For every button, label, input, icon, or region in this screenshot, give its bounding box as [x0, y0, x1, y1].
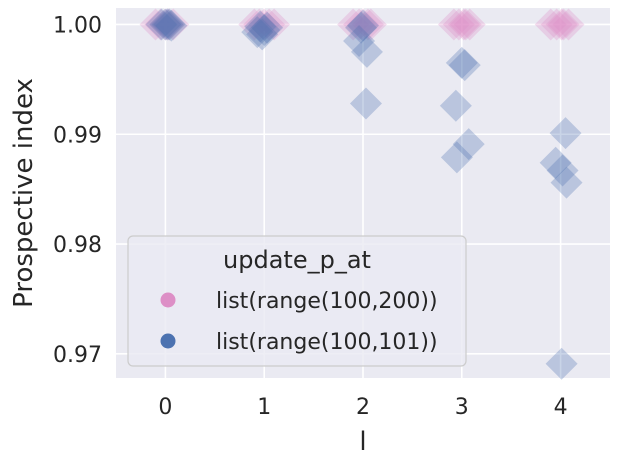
data-point-range-100-101	[153, 8, 186, 41]
legend-label-range-100-200: list(range(100,200))	[216, 289, 438, 314]
data-point-range-100-101	[350, 35, 383, 68]
data-point-range-100-200	[139, 8, 172, 41]
y-tick-label: 0.99	[53, 123, 102, 148]
x-axis-ticks: 0 1 2 3 4	[158, 395, 567, 420]
data-point-range-100-200	[149, 8, 182, 41]
data-point-range-100-101	[452, 128, 485, 161]
data-point-range-100-200	[258, 8, 291, 41]
data-point-range-100-101	[145, 8, 178, 41]
data-point-range-100-101	[550, 166, 583, 199]
data-point-range-100-200	[552, 8, 585, 41]
data-point-range-100-101	[439, 89, 472, 122]
data-point-range-100-101	[349, 87, 382, 120]
data-point-range-100-200	[144, 8, 177, 41]
legend-title: update_p_at	[223, 246, 371, 274]
data-point-range-100-200	[442, 8, 475, 41]
data-point-range-100-101	[151, 8, 184, 41]
data-point-range-100-101	[241, 16, 274, 49]
data-point-range-100-200	[453, 8, 486, 41]
data-point-range-100-200	[347, 8, 379, 41]
data-point-range-100-200	[238, 8, 271, 41]
data-point-range-100-200	[152, 8, 185, 41]
data-point-range-100-200	[343, 8, 376, 41]
data-point-range-100-101	[244, 10, 277, 43]
data-point-range-100-200	[447, 8, 480, 41]
data-point-range-100-200	[547, 8, 580, 41]
data-point-range-100-200	[449, 8, 482, 41]
legend-label-range-100-101: list(range(100,101))	[216, 330, 438, 355]
legend-marker-range-100-101	[160, 333, 176, 349]
data-point-range-100-101	[149, 8, 182, 41]
y-tick-label: 1.00	[53, 13, 102, 38]
data-point-range-100-200	[253, 8, 286, 41]
y-axis-ticks: 0.97 0.98 0.99 1.00	[53, 13, 102, 367]
data-point-range-100-101	[539, 146, 572, 179]
data-point-range-100-200	[243, 8, 276, 41]
data-point-range-100-200	[248, 8, 281, 41]
data-point-range-100-200	[351, 8, 384, 41]
data-point-range-100-101	[248, 13, 281, 46]
data-point-range-100-200	[534, 8, 567, 41]
data-point-range-100-101	[448, 49, 481, 82]
x-tick-label: 3	[455, 395, 469, 420]
data-point-range-100-101	[246, 18, 279, 51]
data-point-range-100-101	[251, 11, 284, 44]
x-tick-label: 0	[158, 395, 172, 420]
data-point-range-100-101	[549, 117, 582, 150]
data-point-range-100-200	[545, 8, 578, 41]
series-points-range-100-200	[139, 8, 585, 41]
legend-marker-range-100-200	[160, 292, 176, 308]
data-point-range-100-101	[347, 9, 379, 42]
data-point-range-100-101	[545, 347, 578, 380]
y-axis-title: Prospective index	[9, 78, 39, 308]
data-point-range-100-200	[437, 8, 470, 41]
series-points-range-100-101	[145, 8, 583, 380]
data-point-range-100-200	[337, 8, 370, 41]
x-tick-label: 1	[257, 395, 271, 420]
data-point-range-100-101	[445, 46, 478, 79]
x-axis-title: l	[359, 427, 366, 457]
data-point-range-100-200	[540, 8, 573, 41]
data-point-range-100-200	[354, 8, 387, 41]
legend: update_p_at list(range(100,200)) list(ra…	[127, 235, 467, 367]
data-point-range-100-101	[155, 9, 188, 42]
data-point-range-100-101	[343, 24, 376, 57]
data-point-range-100-101	[546, 154, 579, 187]
y-tick-label: 0.98	[53, 233, 102, 258]
y-tick-label: 0.97	[53, 343, 102, 368]
data-point-range-100-200	[157, 8, 190, 41]
x-tick-label: 4	[554, 395, 568, 420]
x-tick-label: 2	[356, 395, 370, 420]
data-point-range-100-101	[345, 11, 378, 44]
legend-box	[127, 235, 467, 367]
data-point-range-100-101	[440, 141, 473, 174]
